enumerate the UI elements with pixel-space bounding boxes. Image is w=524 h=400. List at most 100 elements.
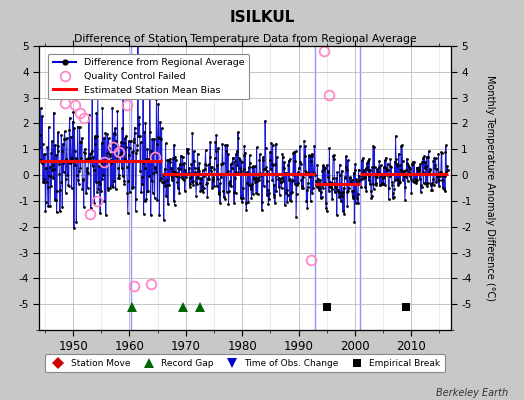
Point (244, 199, 253, 205)
Point (78, 186, 86, 192)
Point (412, 178, 420, 184)
Point (96, 210, 104, 216)
Point (190, 158, 199, 164)
Point (433, 173, 441, 180)
Legend: Station Move, Record Gap, Time of Obs. Change, Empirical Break: Station Move, Record Gap, Time of Obs. C… (45, 354, 445, 372)
Point (301, 168, 309, 174)
Point (427, 186, 435, 193)
Point (96, 160, 105, 167)
Point (101, 130, 110, 136)
Point (299, 174, 307, 180)
Point (419, 180, 428, 186)
Point (343, 189, 351, 195)
Point (358, 176, 367, 182)
Point (314, 187, 323, 194)
Point (285, 156, 293, 162)
Point (272, 188, 280, 194)
Point (333, 188, 342, 194)
Point (65, 127, 73, 133)
Point (66, 114, 74, 121)
Point (131, 130, 139, 136)
Point (77, 165, 85, 171)
Point (424, 154, 432, 160)
Point (42, 179, 51, 185)
Point (151, 164, 160, 171)
Point (103, 150, 111, 157)
Point (411, 179, 420, 186)
Point (164, 201, 172, 208)
Point (385, 185, 393, 192)
Point (290, 172, 298, 178)
Point (241, 142, 249, 149)
Point (428, 187, 436, 194)
Text: ISILKUL: ISILKUL (230, 10, 294, 25)
Point (125, 138, 133, 144)
Point (342, 166, 351, 173)
Point (58, 148, 66, 154)
Point (93, 189, 101, 195)
Point (326, 180, 335, 186)
Point (89, 154, 97, 160)
Point (399, 168, 408, 174)
Point (443, 167, 451, 174)
Point (369, 143, 377, 149)
Point (109, 184, 117, 190)
Point (94, 91, 102, 97)
Point (47, 183, 56, 189)
Point (224, 200, 233, 207)
Point (327, 184, 335, 190)
Point (124, 210, 132, 216)
Point (170, 142, 178, 148)
Point (209, 174, 217, 180)
Point (70, 125, 79, 132)
Point (228, 160, 236, 166)
Point (72, 219, 81, 225)
Point (424, 148, 433, 154)
Point (138, 160, 147, 166)
Point (265, 190, 273, 196)
Point (443, 163, 452, 169)
Point (254, 191, 262, 197)
Point (53, 188, 61, 194)
Point (193, 181, 201, 188)
Point (252, 190, 260, 196)
Point (152, 141, 161, 147)
Point (299, 185, 307, 192)
Point (334, 186, 342, 193)
Point (320, 164, 329, 170)
Point (405, 169, 413, 175)
Point (397, 169, 406, 175)
Point (396, 179, 405, 185)
Point (375, 158, 384, 164)
Point (183, 150, 192, 156)
Point (222, 148, 230, 154)
Point (175, 189, 183, 196)
Point (172, 173, 181, 179)
Point (277, 185, 286, 191)
Point (56, 208, 64, 214)
Point (35, 144, 43, 150)
Point (258, 199, 267, 206)
Point (168, 177, 176, 183)
Point (406, 166, 414, 172)
Point (71, 162, 80, 168)
Point (293, 170, 301, 177)
Point (372, 180, 380, 186)
Point (385, 196, 393, 202)
Point (67, 155, 75, 162)
Point (199, 167, 207, 173)
Point (392, 161, 401, 167)
Point (165, 182, 173, 188)
Point (39, 179, 47, 185)
Point (220, 171, 228, 177)
Point (85, 150, 94, 157)
Point (160, 166, 169, 172)
Point (210, 166, 219, 172)
Point (68, 185, 76, 192)
Point (79, 176, 87, 182)
Point (285, 158, 293, 164)
Point (40, 176, 49, 182)
Point (99, 104, 107, 111)
Point (381, 182, 389, 189)
Point (214, 191, 223, 198)
